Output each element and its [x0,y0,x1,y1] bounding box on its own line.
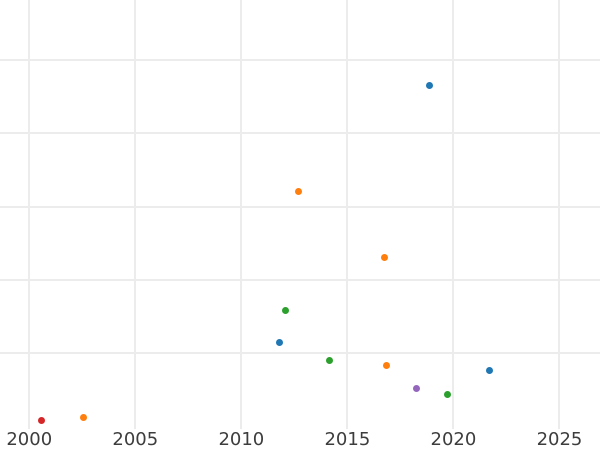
x-gridline [346,0,349,429]
x-tick-label: 2025 [536,429,583,450]
data-point-series-green [281,307,289,315]
y-gridline [0,352,600,355]
y-gridline [0,205,600,208]
x-tick-label: 2010 [218,429,265,450]
data-point-series-green [325,357,333,365]
data-point-series-green [443,390,451,398]
x-axis: 2000 2005 2010 2015 2020 2025 [0,429,600,450]
x-tick-label: 2020 [430,429,477,450]
data-point-series-orange [382,361,390,369]
data-point-series-orange [80,413,88,421]
x-gridline [28,0,31,429]
x-gridline [134,0,137,429]
data-point-series-purple [413,384,421,392]
x-gridline [452,0,455,429]
x-gridline [558,0,561,429]
y-gridline [0,278,600,281]
data-point-series-orange [294,187,302,195]
data-point-series-orange [380,254,388,262]
plot-area [0,0,600,429]
data-point-series-red [38,417,46,425]
x-tick-label: 2005 [112,429,159,450]
data-point-series-blue [425,82,433,90]
data-point-series-blue [276,338,284,346]
y-gridline [0,132,600,135]
x-tick-label: 2015 [324,429,371,450]
data-point-series-blue [486,367,494,375]
y-gridline [0,59,600,62]
x-gridline [240,0,243,429]
x-tick-label: 2000 [6,429,53,450]
